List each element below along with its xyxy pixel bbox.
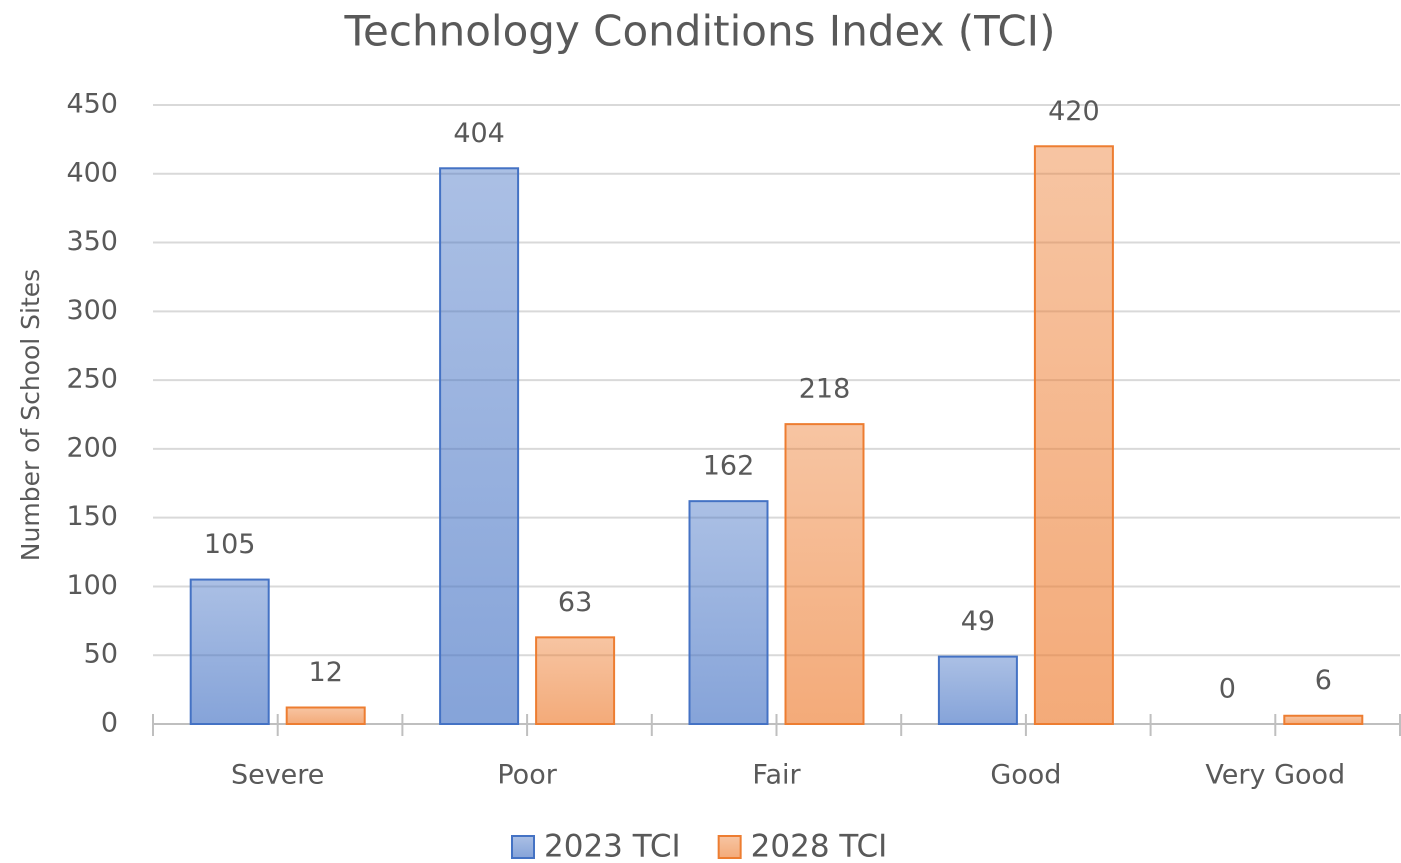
y-tick-label: 250: [66, 364, 118, 395]
legend-swatch: [511, 835, 535, 859]
x-tick-label: Fair: [752, 760, 801, 791]
x-tick-label: Very Good: [1205, 760, 1345, 791]
bar: [1033, 145, 1114, 725]
bar: [439, 167, 520, 725]
bar: [189, 578, 270, 725]
bar: [784, 423, 865, 725]
data-label: 420: [1048, 96, 1100, 127]
data-label: 63: [558, 587, 592, 618]
data-label: 12: [309, 657, 343, 688]
x-tick-label: Good: [990, 760, 1061, 791]
bar: [688, 500, 769, 725]
legend-swatch: [717, 835, 742, 859]
data-label: 218: [799, 374, 851, 405]
y-tick-label: 0: [101, 708, 118, 739]
y-tick-label: 100: [66, 570, 118, 601]
y-tick-label: 200: [66, 432, 118, 463]
bar: [285, 706, 366, 726]
x-tick-label: Poor: [497, 760, 557, 791]
legend-label: 2023 TCI: [544, 829, 681, 863]
bar: [535, 636, 616, 726]
data-label: 6: [1315, 665, 1332, 696]
chart-title: Technology Conditions Index (TCI): [344, 7, 1056, 56]
y-tick-label: 50: [84, 639, 118, 670]
bar: [937, 655, 1018, 725]
y-axis-label: Number of School Sites: [16, 269, 45, 561]
data-label: 404: [453, 118, 505, 149]
y-tick-label: 300: [66, 295, 118, 326]
bar: [1283, 714, 1364, 725]
y-tick-label: 150: [66, 501, 118, 532]
y-tick-label: 450: [66, 89, 118, 120]
legend-label: 2028 TCI: [751, 829, 888, 863]
data-label: 0: [1219, 674, 1236, 705]
data-label: 162: [703, 451, 755, 482]
x-tick-label: Severe: [231, 760, 324, 791]
y-tick-label: 350: [66, 226, 118, 257]
data-label: 105: [204, 529, 256, 560]
y-tick-label: 400: [66, 157, 118, 188]
data-label: 49: [961, 606, 995, 637]
